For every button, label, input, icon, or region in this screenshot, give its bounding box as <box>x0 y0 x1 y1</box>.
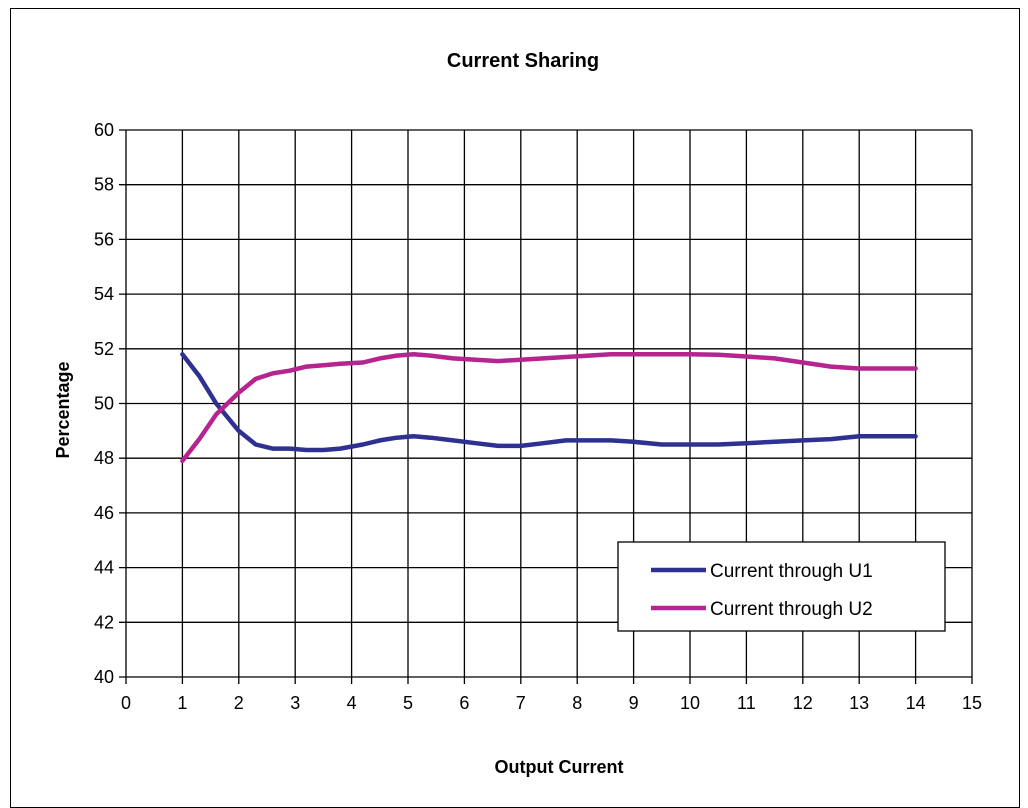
x-tick-label: 11 <box>737 693 756 713</box>
y-tick-label: 48 <box>94 448 114 468</box>
x-tick-label: 1 <box>177 693 187 713</box>
y-tick-label: 50 <box>94 394 114 414</box>
y-tick-label: 54 <box>94 284 114 304</box>
y-tick-label: 58 <box>94 175 114 195</box>
x-tick-label: 4 <box>347 693 357 713</box>
y-axis-title: Percentage <box>53 361 73 458</box>
chart-frame: Current Sharing 40 42 44 46 48 50 52 54 56 58 60 0… <box>10 8 1020 808</box>
y-tick-label: 40 <box>94 667 114 687</box>
x-tick-label: 5 <box>403 693 413 713</box>
x-tick-label: 12 <box>793 693 813 713</box>
legend-label-2: Current through U2 <box>710 599 873 620</box>
y-tick-label: 60 <box>94 120 114 140</box>
y-tick-label: 44 <box>94 558 114 578</box>
x-tick-label: 7 <box>516 693 526 713</box>
legend-box <box>617 541 946 632</box>
chart-title: Current Sharing <box>447 50 599 72</box>
x-tick-label: 9 <box>629 693 639 713</box>
y-tick-labels: 40 42 44 46 48 50 52 54 56 58 60 <box>94 120 114 687</box>
legend-label-1: Current through U1 <box>710 561 873 582</box>
y-tick-label: 46 <box>94 503 114 523</box>
series-line-2 <box>180 352 918 464</box>
x-tick-label: 3 <box>290 693 300 713</box>
legend: Current through U1 Current through U2 <box>617 541 946 632</box>
x-tick-label: 0 <box>121 693 131 713</box>
x-axis-title: Output Current <box>495 757 624 777</box>
x-tick-label: 10 <box>680 693 700 713</box>
x-tick-label: 8 <box>572 693 582 713</box>
x-tick-label: 6 <box>459 693 469 713</box>
x-tick-label: 2 <box>234 693 244 713</box>
y-tick-label: 52 <box>94 339 114 359</box>
series-lines <box>180 352 918 464</box>
series-line-1 <box>180 352 918 453</box>
x-tick-label: 13 <box>849 693 869 713</box>
x-tick-label: 15 <box>962 693 982 713</box>
x-tick-labels: 0 1 2 3 4 5 6 7 8 9 10 11 12 13 14 15 <box>121 693 982 713</box>
y-tick-label: 56 <box>94 229 114 249</box>
y-tick-label: 42 <box>94 612 114 632</box>
x-tick-label: 14 <box>906 693 926 713</box>
